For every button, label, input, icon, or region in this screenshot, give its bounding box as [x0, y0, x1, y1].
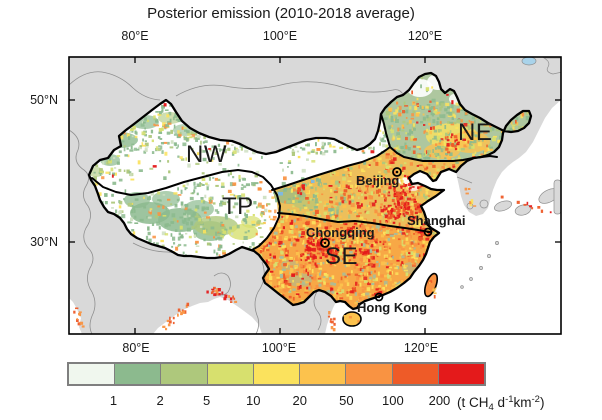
- region-label-ne: NE: [458, 119, 493, 146]
- axis-label-left-30n: 30°N: [30, 235, 58, 249]
- map-content: [69, 57, 561, 334]
- colorbar-cell: [252, 364, 300, 384]
- colorbar-tick-label: 10: [245, 393, 261, 408]
- colorbar-cell: [345, 364, 392, 384]
- axis-label-bottom-80e: 80°E: [122, 341, 150, 355]
- colorbar-tick-label: 2: [156, 393, 164, 408]
- colorbar-tick-label: 1: [109, 393, 118, 408]
- city-marker-hongkong: [374, 292, 384, 302]
- colorbar-tick-label: 200: [428, 393, 451, 408]
- axis-label-top-100e: 100°E: [262, 29, 298, 43]
- region-label-se: SE: [325, 243, 359, 270]
- colorbar-cell: [69, 364, 115, 384]
- axis-label-bottom-100e: 100°E: [261, 341, 297, 355]
- figure-title: Posterior emission (2010-2018 average): [147, 5, 415, 22]
- axis-label-left-50n: 50°N: [30, 93, 58, 107]
- colorbar-cell: [206, 364, 253, 384]
- city-markers: [320, 167, 433, 302]
- city-label-chongqing: Chongqing: [306, 225, 375, 240]
- city-marker-chongqing: [320, 238, 330, 248]
- colorbar-cell: [391, 364, 438, 384]
- map-frame: [68, 56, 562, 335]
- city-label-hongkong: Hong Kong: [357, 300, 428, 315]
- region-label-tp: TP: [222, 193, 254, 220]
- lake-northeast: [521, 57, 537, 66]
- region-label-nw: NW: [186, 141, 227, 168]
- colorbar-cell: [299, 364, 346, 384]
- axis-label-bottom-120e: 120°E: [403, 341, 439, 355]
- city-marker-shanghai: [423, 227, 433, 237]
- colorbar-cell: [160, 364, 207, 384]
- colorbar-tick-label: 100: [382, 393, 404, 408]
- city-label-shanghai: Shanghai: [407, 213, 466, 228]
- colorbar-cell: [114, 364, 161, 384]
- axis-label-top-120e: 120°E: [407, 29, 443, 43]
- islands: [460, 57, 561, 289]
- colorbar-cell: [437, 364, 484, 384]
- axis-label-top-80e: 80°E: [121, 29, 149, 43]
- taiwan-island: [423, 272, 439, 298]
- colorbar-unit-label: (t CH4 d-1km-2): [457, 394, 545, 413]
- city-marker-beijing: [392, 167, 402, 177]
- colorbar-tick-label: 20: [292, 393, 307, 408]
- axis-ticks: [69, 57, 561, 334]
- outside-china-specks: [73, 187, 552, 332]
- colorbar-tick-label: 50: [339, 393, 354, 408]
- hainan-island: [342, 311, 362, 327]
- city-label-beijing: Beijing: [356, 173, 400, 188]
- colorbar: [67, 362, 486, 386]
- colorbar-tick-label: 5: [203, 393, 211, 408]
